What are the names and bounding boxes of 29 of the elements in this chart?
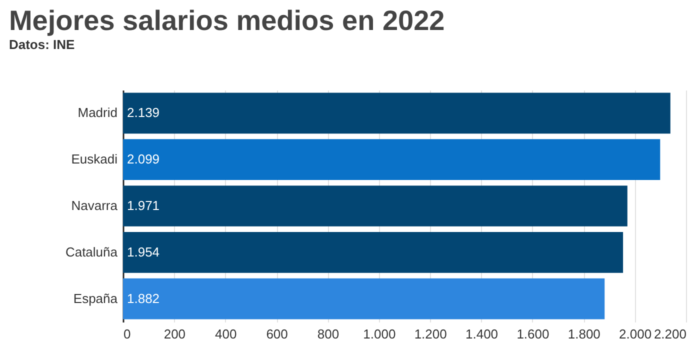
chart-title: Mejores salarios medios en 2022: [8, 5, 445, 36]
bar: [123, 278, 605, 320]
x-tick-label: 1.600: [516, 326, 550, 342]
data-label: 2.139: [127, 105, 160, 120]
bar: [123, 186, 628, 226]
data-label: 1.971: [127, 198, 160, 213]
bar: [123, 139, 660, 180]
x-tick-label: 1.200: [414, 326, 447, 342]
y-tick-label: Madrid: [78, 105, 118, 120]
x-tick-label: 400: [215, 326, 237, 342]
y-tick-label: Euskadi: [71, 152, 118, 167]
x-tick-label: 2.000: [619, 326, 652, 342]
data-label: 1.954: [127, 244, 160, 260]
x-tick-label: 0: [124, 326, 131, 342]
x-tick-label: 200: [164, 326, 186, 342]
x-tick-label: 2.200: [654, 326, 686, 342]
data-label: 2.099: [127, 152, 160, 167]
x-tick-label: 800: [317, 326, 340, 342]
x-tick-label: 600: [266, 326, 288, 342]
x-tick-label: 1.400: [466, 326, 498, 342]
data-label: 1.882: [127, 290, 160, 306]
x-tick-label: 1.000: [363, 326, 396, 342]
text: Datos: INE: [8, 37, 76, 52]
y-tick-label: España: [73, 290, 118, 306]
bar: [123, 92, 670, 134]
x-tick-label: 1.800: [568, 326, 600, 342]
y-tick-label: Cataluña: [65, 244, 118, 260]
bar: [123, 232, 624, 273]
y-tick-label: Navarra: [71, 198, 118, 213]
